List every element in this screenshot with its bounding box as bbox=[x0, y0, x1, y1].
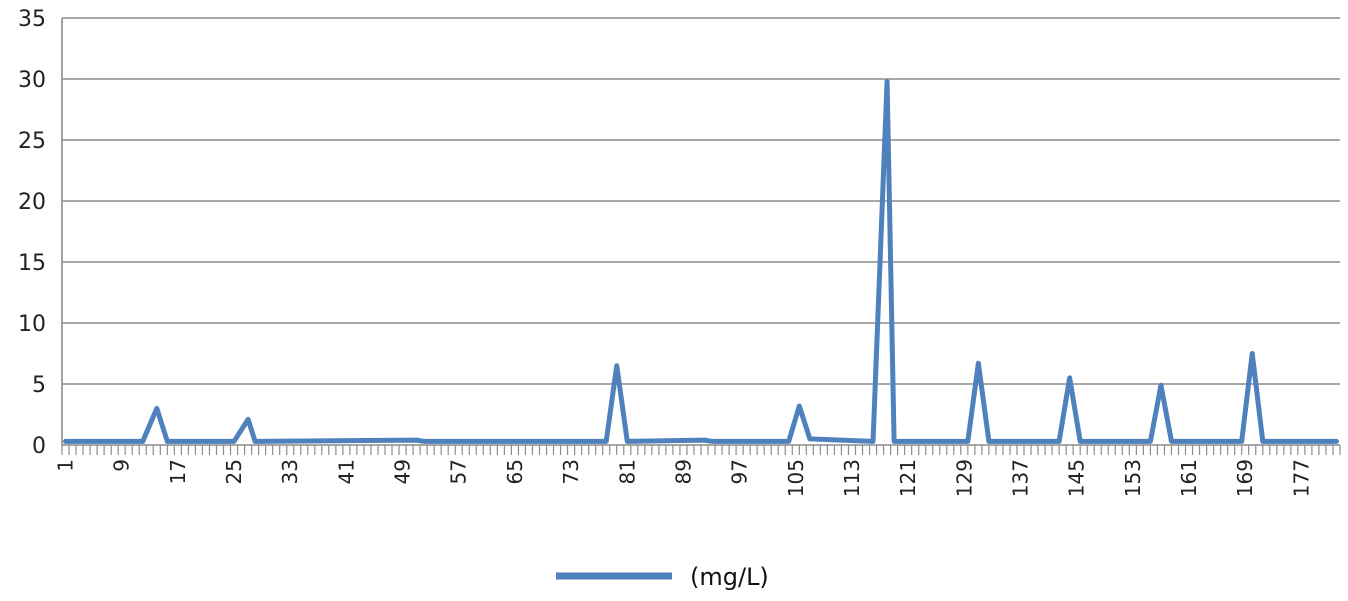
x-tick-label: 33 bbox=[278, 459, 302, 484]
x-tick-label: 169 bbox=[1233, 459, 1257, 497]
x-tick-label: 129 bbox=[952, 459, 976, 497]
x-tick-label: 137 bbox=[1009, 459, 1033, 497]
x-tick-label: 41 bbox=[334, 459, 358, 484]
series-line-0 bbox=[63, 78, 1339, 444]
x-tick-label: 1 bbox=[54, 459, 78, 472]
y-tick-label: 20 bbox=[18, 190, 46, 215]
legend: (mg/L) bbox=[556, 563, 769, 591]
x-tick-label: 145 bbox=[1065, 459, 1089, 497]
x-tick-label: 113 bbox=[840, 459, 864, 497]
x-tick-label: 81 bbox=[615, 459, 639, 484]
y-tick-label: 15 bbox=[18, 251, 46, 276]
x-tick-label: 57 bbox=[447, 459, 471, 484]
x-tick-label: 89 bbox=[671, 459, 695, 484]
x-tick-label: 65 bbox=[503, 459, 527, 484]
legend-label: (mg/L) bbox=[690, 563, 769, 591]
x-tick-label: 49 bbox=[391, 459, 415, 484]
y-tick-label: 30 bbox=[18, 68, 46, 93]
x-tick-label: 105 bbox=[784, 459, 808, 497]
x-tick-label: 9 bbox=[110, 459, 134, 472]
x-tick-label: 73 bbox=[559, 459, 583, 484]
x-tick-label: 97 bbox=[728, 459, 752, 484]
x-tick-label: 177 bbox=[1289, 459, 1313, 497]
series-layer bbox=[63, 78, 1339, 444]
gridlines bbox=[61, 17, 1340, 445]
x-tick-label: 25 bbox=[222, 459, 246, 484]
x-tick-label: 121 bbox=[896, 459, 920, 497]
y-tick-label: 35 bbox=[18, 7, 46, 32]
x-tick-label: 17 bbox=[166, 459, 190, 484]
x-tick-label: 153 bbox=[1121, 459, 1145, 497]
y-tick-label: 25 bbox=[18, 129, 46, 154]
y-tick-label: 10 bbox=[18, 312, 46, 337]
y-tick-label: 0 bbox=[32, 434, 46, 459]
y-axis-labels: 0 5 10 15 20 25 30 35 bbox=[18, 7, 46, 459]
x-axis: 1 9 17 25 33 41 49 57 65 73 81 89 97 105 113 121 129 137 1… bbox=[54, 444, 1341, 497]
y-tick-label: 5 bbox=[32, 373, 46, 398]
x-tick-label: 161 bbox=[1177, 459, 1201, 497]
